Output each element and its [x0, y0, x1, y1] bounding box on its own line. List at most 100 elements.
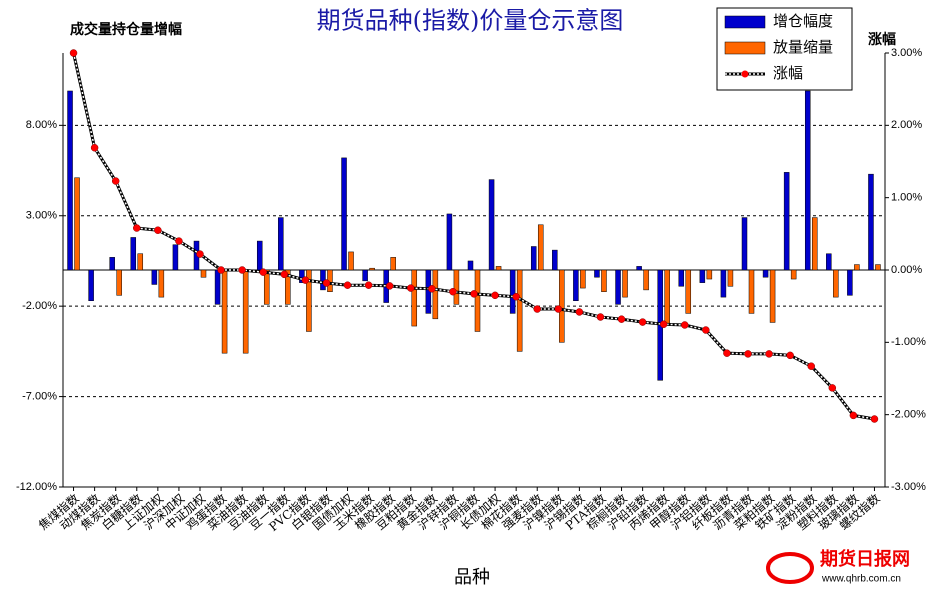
bar: [151, 269, 158, 285]
line-marker: [554, 305, 563, 313]
bar: [158, 269, 165, 298]
y2-tick-label: -2.00%: [891, 409, 926, 421]
logo-url: www.qhrb.com.cn: [821, 574, 901, 585]
line-marker: [617, 315, 626, 323]
bar: [256, 240, 263, 271]
line-marker: [786, 351, 794, 360]
bar: [594, 269, 600, 278]
line: [72, 52, 875, 420]
bar: [172, 244, 179, 271]
bar: [622, 269, 628, 298]
bar: [530, 246, 537, 271]
y-tick-label: 3.00%: [26, 210, 57, 222]
line-marker: [638, 318, 647, 326]
bar: [854, 264, 860, 271]
line-marker: [681, 321, 689, 329]
bar: [109, 257, 115, 271]
logo-name: 期货日报网: [820, 548, 910, 570]
bar: [720, 269, 727, 298]
bar: [116, 269, 122, 296]
bar: [769, 269, 776, 323]
bar: [804, 90, 811, 271]
line-marker: [259, 268, 267, 276]
y-axis-title: 成交量持仓量增幅: [70, 21, 182, 38]
bar: [741, 217, 748, 271]
line-marker: [90, 144, 99, 152]
bar: [88, 269, 94, 301]
bar: [306, 269, 312, 332]
line-halo: [72, 52, 875, 421]
line-marker: [69, 49, 78, 57]
bar: [573, 269, 579, 301]
bar: [214, 269, 221, 305]
line-marker: [533, 305, 541, 313]
y2-tick-label: -3.00%: [891, 481, 926, 493]
line-marker: [849, 411, 858, 420]
bar: [369, 267, 375, 271]
bar: [783, 172, 790, 271]
line-marker: [765, 350, 773, 358]
bar: [664, 269, 670, 325]
line-marker: [723, 349, 731, 357]
bar: [263, 269, 270, 305]
bar: [685, 269, 692, 314]
bar: [467, 260, 474, 271]
bar: [643, 269, 649, 291]
bar: [74, 177, 80, 271]
y2-tick-label: -1.00%: [891, 336, 926, 348]
bar: [221, 269, 228, 354]
bar: [537, 224, 544, 271]
bar: [411, 269, 418, 327]
bar: [341, 157, 347, 271]
bar: [453, 269, 460, 305]
bar: [875, 264, 881, 271]
bar: [348, 251, 354, 271]
line-marker: [491, 291, 499, 300]
bar: [636, 266, 642, 271]
line-marker: [659, 320, 668, 328]
bar: [446, 213, 453, 271]
bar: [488, 179, 495, 271]
bar: [748, 269, 755, 314]
bar: [552, 249, 558, 271]
line-marker: [575, 308, 584, 316]
bar: [137, 253, 144, 271]
bar: [67, 90, 73, 271]
bar: [242, 269, 249, 354]
legend-label: 增仓幅度: [773, 12, 833, 30]
line-marker: [512, 293, 520, 301]
bar: [601, 269, 607, 292]
bar: [826, 253, 832, 271]
line-marker: [744, 350, 752, 358]
bar: [580, 269, 586, 289]
logo: 期货日报网 www.qhrb.com.cn: [766, 548, 910, 585]
y2-axis-title: 涨幅: [868, 31, 896, 48]
bar: [299, 269, 305, 283]
y2-tick-label: 1.00%: [891, 192, 922, 204]
line-marker: [385, 282, 394, 290]
line-marker: [196, 250, 204, 258]
line-marker: [870, 415, 879, 423]
y2-tick-label: 2.00%: [891, 119, 922, 131]
bar: [390, 257, 396, 271]
bar: [495, 266, 502, 271]
line-marker: [175, 237, 183, 245]
chart-title: 期货品种(指数)价量仓示意图: [317, 7, 624, 35]
bar: [762, 269, 769, 278]
bar: [516, 269, 523, 352]
y-tick-label: -7.00%: [22, 390, 57, 402]
line-marker: [280, 270, 289, 279]
line-marker: [301, 276, 310, 284]
bar: [868, 173, 874, 271]
legend-label: 涨幅: [773, 64, 803, 82]
y-tick-label: 8.00%: [26, 119, 57, 131]
bar: [790, 269, 797, 280]
line-marker: [807, 362, 815, 370]
bar: [727, 269, 734, 287]
legend-label: 放量缩量: [773, 38, 833, 56]
line-marker: [596, 313, 605, 321]
legend-marker: [741, 70, 749, 78]
bar: [509, 269, 516, 314]
bar: [285, 269, 291, 305]
